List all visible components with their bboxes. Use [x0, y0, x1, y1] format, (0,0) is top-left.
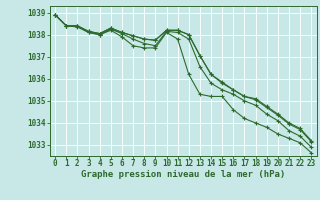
X-axis label: Graphe pression niveau de la mer (hPa): Graphe pression niveau de la mer (hPa) [81, 170, 285, 179]
